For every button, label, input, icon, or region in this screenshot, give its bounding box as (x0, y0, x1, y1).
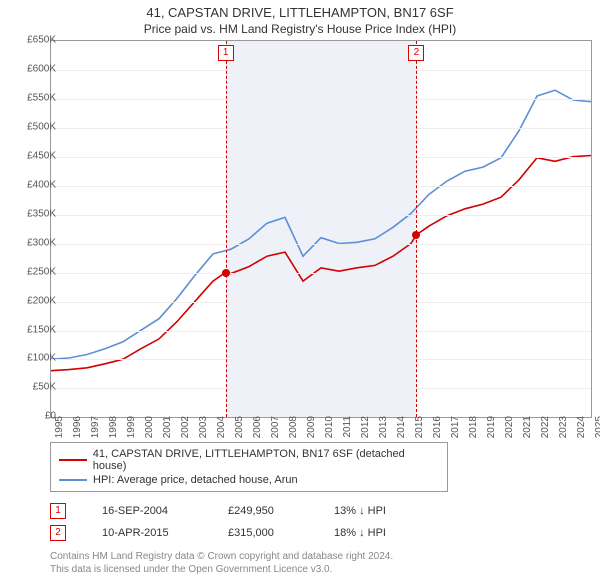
transaction-row: 2 10-APR-2015 £315,000 18% ↓ HPI (50, 522, 600, 544)
gridline (51, 331, 591, 332)
gridline (51, 186, 591, 187)
xtick-label: 2002 (180, 416, 191, 446)
marker-line-1 (226, 41, 227, 417)
xtick-label: 2003 (198, 416, 209, 446)
transactions-table: 1 16-SEP-2004 £249,950 13% ↓ HPI 2 10-APR-201… (50, 500, 600, 544)
xtick-label: 1997 (90, 416, 101, 446)
ytick-label: £550K (10, 93, 56, 104)
ytick-label: £450K (10, 150, 56, 161)
xtick-label: 2007 (270, 416, 281, 446)
transaction-price: £315,000 (228, 527, 298, 539)
xtick-label: 2019 (486, 416, 497, 446)
legend-swatch (59, 459, 87, 461)
legend-item: 41, CAPSTAN DRIVE, LITTLEHAMPTON, BN17 6… (59, 447, 439, 473)
gridline (51, 273, 591, 274)
ytick-label: £300K (10, 237, 56, 248)
xtick-label: 2005 (234, 416, 245, 446)
gridline (51, 157, 591, 158)
series-hpi (51, 90, 591, 359)
chart-title: 41, CAPSTAN DRIVE, LITTLEHAMPTON, BN17 6… (0, 0, 600, 20)
transaction-delta: 18% ↓ HPI (334, 527, 414, 539)
gridline (51, 359, 591, 360)
xtick-label: 2020 (504, 416, 515, 446)
ytick-label: £600K (10, 64, 56, 75)
chart-subtitle: Price paid vs. HM Land Registry's House … (0, 20, 600, 40)
footer-line-2: This data is licensed under the Open Gov… (50, 563, 600, 576)
marker-dot-2 (412, 231, 420, 239)
gridline (51, 99, 591, 100)
xtick-label: 1999 (126, 416, 137, 446)
chart-svg (51, 41, 591, 417)
xtick-label: 2012 (360, 416, 371, 446)
legend: 41, CAPSTAN DRIVE, LITTLEHAMPTON, BN17 6… (50, 442, 448, 492)
xtick-label: 2001 (162, 416, 173, 446)
ytick-label: £150K (10, 324, 56, 335)
xtick-label: 2006 (252, 416, 263, 446)
marker-box-2: 2 (408, 45, 424, 61)
plot-area: 12 (50, 40, 592, 418)
xtick-label: 2014 (396, 416, 407, 446)
legend-label: 41, CAPSTAN DRIVE, LITTLEHAMPTON, BN17 6… (93, 448, 439, 472)
footer-line-1: Contains HM Land Registry data © Crown c… (50, 550, 600, 563)
transaction-delta: 13% ↓ HPI (334, 505, 414, 517)
gridline (51, 388, 591, 389)
ytick-label: £400K (10, 179, 56, 190)
transaction-date: 16-SEP-2004 (102, 505, 192, 517)
ytick-label: £500K (10, 122, 56, 133)
marker-box-1: 1 (218, 45, 234, 61)
series-price_paid (51, 156, 591, 371)
legend-label: HPI: Average price, detached house, Arun (93, 474, 298, 486)
xtick-label: 2000 (144, 416, 155, 446)
transaction-date: 10-APR-2015 (102, 527, 192, 539)
xtick-label: 1998 (108, 416, 119, 446)
xtick-label: 2011 (342, 416, 353, 446)
xtick-label: 2015 (414, 416, 425, 446)
gridline (51, 128, 591, 129)
xtick-label: 2010 (324, 416, 335, 446)
xtick-label: 2022 (540, 416, 551, 446)
legend-item: HPI: Average price, detached house, Arun (59, 473, 439, 487)
legend-swatch (59, 479, 87, 481)
xtick-label: 2023 (558, 416, 569, 446)
ytick-label: £50K (10, 382, 56, 393)
xtick-label: 2021 (522, 416, 533, 446)
gridline (51, 70, 591, 71)
xtick-label: 2017 (450, 416, 461, 446)
xtick-label: 2016 (432, 416, 443, 446)
xtick-label: 1996 (72, 416, 83, 446)
chart-container: 41, CAPSTAN DRIVE, LITTLEHAMPTON, BN17 6… (0, 0, 600, 560)
transaction-price: £249,950 (228, 505, 298, 517)
ytick-label: £200K (10, 295, 56, 306)
footer: Contains HM Land Registry data © Crown c… (50, 550, 600, 576)
marker-line-2 (416, 41, 417, 417)
ytick-label: £100K (10, 353, 56, 364)
xtick-label: 2013 (378, 416, 389, 446)
xtick-label: 2025 (594, 416, 600, 446)
xtick-label: 2024 (576, 416, 587, 446)
xtick-label: 2004 (216, 416, 227, 446)
xtick-label: 2008 (288, 416, 299, 446)
gridline (51, 244, 591, 245)
ytick-label: £250K (10, 266, 56, 277)
xtick-label: 1995 (54, 416, 65, 446)
transaction-row: 1 16-SEP-2004 £249,950 13% ↓ HPI (50, 500, 600, 522)
ytick-label: £350K (10, 208, 56, 219)
xtick-label: 2018 (468, 416, 479, 446)
ytick-label: £650K (10, 35, 56, 46)
xtick-label: 2009 (306, 416, 317, 446)
gridline (51, 215, 591, 216)
ytick-label: £0 (10, 411, 56, 422)
gridline (51, 302, 591, 303)
marker-dot-1 (222, 269, 230, 277)
transaction-marker: 1 (50, 503, 66, 519)
transaction-marker: 2 (50, 525, 66, 541)
